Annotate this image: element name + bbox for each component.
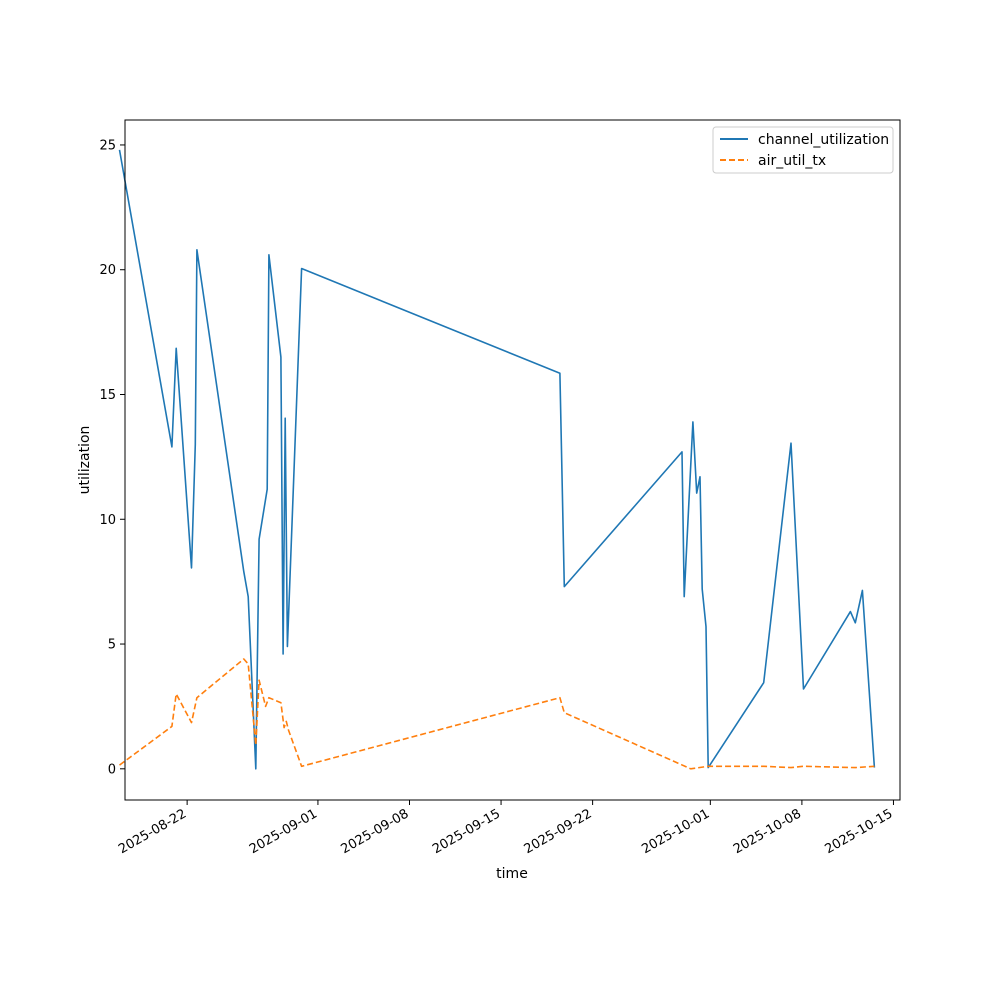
y-axis-label: utilization [77,426,93,495]
y-tick-label: 15 [99,388,116,403]
y-tick-label: 10 [99,513,116,528]
y-tick-label: 25 [99,138,116,153]
x-tick-label: 2025-08-22 [116,806,189,857]
x-tick-label: 2025-10-08 [731,806,804,857]
x-tick-label: 2025-09-01 [247,806,320,857]
series-line-channel-utilization [118,149,876,770]
x-axis-label: time [496,866,528,882]
y-tick-label: 0 [108,762,116,777]
x-tick-label: 2025-09-08 [339,806,412,857]
x-tick-label: 2025-09-22 [522,806,595,857]
x-tick-label: 2025-10-01 [639,806,712,857]
y-tick-label: 5 [108,638,116,653]
plot-background [125,120,900,800]
x-tick-label: 2025-09-15 [430,806,503,857]
legend: channel_utilization air_util_tx [712,126,894,174]
legend-label-air-util-tx: air_util_tx [758,153,826,169]
x-tick-label: 2025-10-15 [823,806,896,857]
plot-frame [124,119,901,801]
series-layer [118,149,876,770]
series-line-air-util-tx [119,658,875,770]
y-tick-label: 20 [99,263,116,278]
x-axis: 2025-08-22 2025-09-01 2025-09-08 2025-09-15… [116,800,895,857]
legend-box [712,126,894,174]
y-axis: 0 5 10 15 20 25 [99,138,125,777]
legend-label-channel-utilization: channel_utilization [758,132,889,148]
